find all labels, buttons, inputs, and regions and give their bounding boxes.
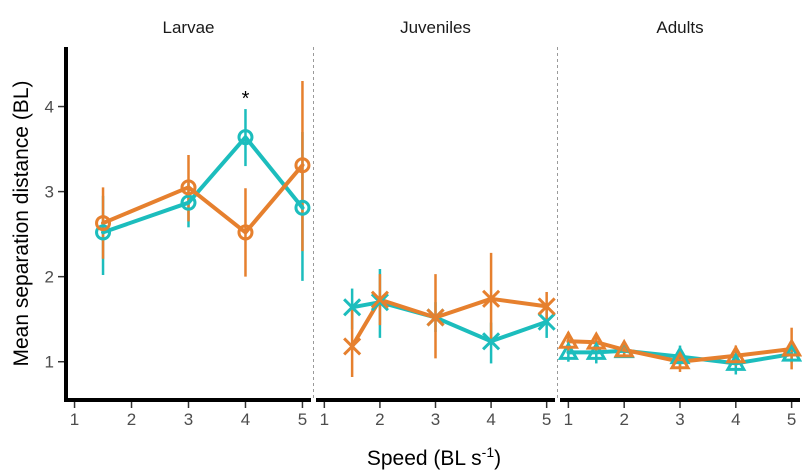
x-tick-label: 5: [787, 410, 796, 429]
significance-annotation: *: [242, 88, 250, 110]
data-point: [725, 344, 747, 364]
data-point: [557, 330, 579, 349]
data-point: [585, 331, 607, 350]
series-line-teal: [350, 300, 549, 344]
data-point: [294, 199, 311, 216]
data-point: [669, 345, 691, 365]
data-point: [669, 350, 691, 370]
data-point: [95, 215, 112, 232]
x-tick-label: 2: [375, 410, 384, 429]
x-tick-label: 2: [127, 410, 136, 429]
x-tick-label: 3: [675, 410, 684, 429]
x-tick-label: 1: [70, 410, 79, 429]
x-tick-label: 4: [731, 410, 740, 429]
data-point: [237, 129, 254, 146]
x-tick-label: 5: [542, 410, 551, 429]
panel-juveniles: Juveniles 1 2 3 4 5: [316, 18, 556, 429]
data-point: [237, 224, 254, 241]
data-point: [294, 157, 311, 174]
x-tick-label: 3: [431, 410, 440, 429]
data-point: [781, 343, 802, 362]
series-line-orange: [101, 163, 305, 235]
y-tick-label: 2: [45, 268, 54, 287]
x-tick-label: 2: [619, 410, 628, 429]
data-point: [343, 337, 362, 356]
data-point: [557, 341, 579, 360]
series-line-teal: [101, 135, 305, 235]
data-point: [370, 293, 389, 312]
x-tick-label: 5: [298, 410, 307, 429]
y-axis-label: Mean separation distance (BL): [10, 81, 33, 367]
panel-title: Juveniles: [400, 18, 471, 37]
x-tick-label: 3: [184, 410, 193, 429]
data-point: [482, 332, 501, 351]
data-point: [370, 290, 389, 309]
data-point: [585, 341, 607, 360]
x-tick-label: 1: [320, 410, 329, 429]
y-tick-label: 1: [45, 353, 54, 372]
x-tick-label: 1: [564, 410, 573, 429]
data-point: [426, 308, 445, 327]
x-tick-label: 4: [241, 410, 250, 429]
data-point: [537, 297, 556, 316]
data-point: [482, 289, 501, 308]
data-point: [537, 312, 556, 331]
x-tick-label: 4: [486, 410, 495, 429]
data-point: [180, 179, 197, 196]
data-point: [613, 338, 635, 358]
data-point: [180, 194, 197, 211]
y-tick-label: 3: [45, 183, 54, 202]
panel-title: Adults: [656, 18, 703, 37]
panel-adults: Adults 1 2 3 4 5: [557, 18, 802, 429]
data-point: [343, 298, 362, 317]
panel-title: Larvae: [163, 18, 215, 37]
panel-larvae: Larvae 1 2 3 4 5 *: [64, 18, 311, 429]
data-point: [781, 337, 802, 357]
data-point: [95, 224, 112, 241]
x-axis-label: Speed (BL s-1): [367, 444, 501, 470]
y-tick-label: 4: [45, 98, 54, 117]
